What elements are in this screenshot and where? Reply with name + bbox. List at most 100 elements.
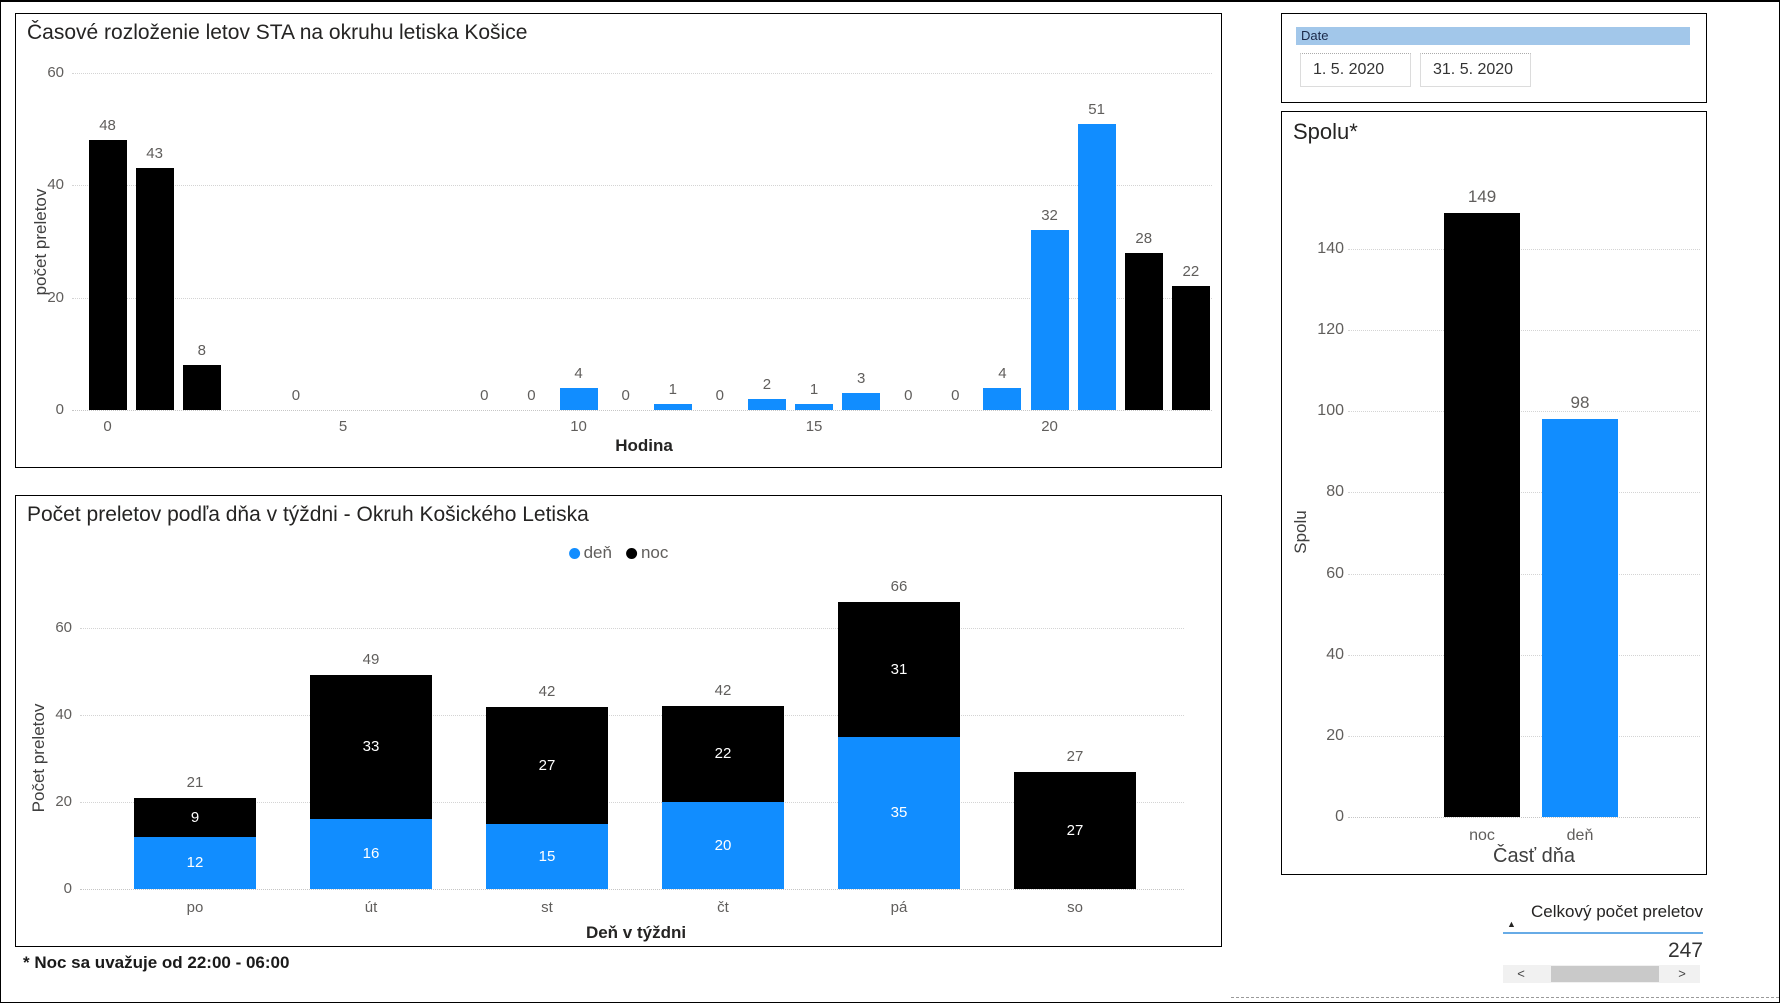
bar-hour-1[interactable]	[135, 168, 174, 410]
y-tick-label: 100	[1317, 402, 1344, 420]
bar-hour-15[interactable]	[795, 404, 834, 410]
date-slicer-header: Date	[1296, 27, 1690, 45]
bar-value-label: 3	[856, 370, 866, 387]
x-tick-label: čt	[717, 899, 729, 916]
bar-hour-23[interactable]	[1171, 286, 1210, 410]
bar-hour-22[interactable]	[1124, 253, 1163, 410]
x-tick-label: so	[1067, 899, 1083, 916]
bar-noc-pá[interactable]	[838, 602, 960, 737]
bar-noc-út[interactable]	[310, 675, 432, 819]
x-tick-label: po	[186, 899, 204, 916]
scroll-left-icon[interactable]: <	[1517, 966, 1525, 981]
weekday-x-axis-title: Deň v týždni	[585, 923, 687, 942]
hourly-chart-panel: Časové rozloženie letov STA na okruhu le…	[15, 13, 1222, 468]
bar-value-label: 43	[146, 145, 163, 162]
x-tick-label: 20	[1041, 418, 1058, 435]
bar-noc-label: 27	[1066, 821, 1084, 839]
bar-hour-2[interactable]	[182, 365, 221, 410]
legend-item-den[interactable]: deň	[568, 543, 612, 563]
y-tick-label: 20	[1326, 726, 1344, 744]
grid-line	[1348, 654, 1700, 656]
bar-value-label: 0	[527, 387, 536, 404]
grid-line	[1348, 411, 1700, 413]
x-tick-label: pá	[890, 899, 908, 916]
legend-label-den: deň	[583, 543, 612, 562]
bar-den-čt[interactable]	[662, 802, 784, 889]
y-tick-label: 20	[55, 793, 72, 810]
y-tick-label: 60	[47, 63, 64, 81]
bar-noc-label: 27	[538, 756, 556, 774]
end-date-input[interactable]: 31. 5. 2020	[1420, 53, 1531, 87]
bar-noc-label: 9	[190, 808, 200, 826]
y-tick-label: 60	[55, 619, 72, 636]
bar-noc-st[interactable]	[486, 707, 608, 824]
grid-line	[72, 72, 1212, 74]
bar-value-label: 51	[1088, 101, 1105, 118]
bar-noc-čt[interactable]	[662, 706, 784, 802]
bar-value-label: 22	[1182, 263, 1200, 280]
x-tick-label: 5	[338, 418, 348, 435]
bar-hour-0[interactable]	[88, 140, 127, 410]
total-chart-panel: Spolu* Spolu Časť dňa 0 20 40 60 80 100 120 140…	[1281, 111, 1707, 875]
bar-hour-14[interactable]	[747, 399, 786, 410]
bar-total-label: 42	[714, 682, 732, 699]
bar-value-label: 1	[668, 381, 677, 398]
sort-ascending-icon[interactable]: ▲	[1507, 919, 1516, 929]
legend-label-noc: noc	[640, 543, 669, 562]
bar-deň[interactable]	[1542, 419, 1618, 817]
card-horizontal-scrollbar[interactable]: < >	[1503, 965, 1700, 983]
grid-line	[72, 297, 1212, 299]
bar-value-label: 4	[574, 365, 583, 382]
x-tick-label: 0	[103, 418, 112, 435]
bar-value-label: 32	[1041, 207, 1058, 224]
y-tick-label: 60	[1326, 564, 1344, 582]
y-tick-label: 40	[1326, 645, 1344, 663]
bar-den-label: 15	[538, 847, 556, 865]
bar-den-út[interactable]	[310, 819, 432, 889]
bar-den-label: 16	[362, 845, 380, 862]
bar-hour-10[interactable]	[559, 388, 598, 410]
bar-den-label: 35	[890, 804, 908, 821]
x-tick-label: 10	[570, 418, 587, 435]
bar-noc-so[interactable]	[1014, 772, 1136, 889]
bar-value-label: 8	[197, 342, 206, 359]
grid-line	[72, 185, 1212, 187]
bar-den-st[interactable]	[486, 824, 608, 889]
scroll-right-icon[interactable]: >	[1678, 966, 1686, 981]
bar-noc-po[interactable]	[134, 798, 256, 837]
total-x-axis-title: Časť dňa	[1493, 845, 1575, 867]
grid-line	[80, 802, 1184, 803]
y-tick-label: 0	[1335, 808, 1344, 825]
bar-hour-16[interactable]	[842, 393, 881, 410]
start-date-input[interactable]: 1. 5. 2020	[1300, 53, 1411, 87]
bar-value-label: 98	[1570, 393, 1590, 412]
grid-line	[80, 889, 1184, 890]
bar-den-po[interactable]	[134, 837, 256, 889]
noc-legend-dot-icon	[625, 547, 637, 559]
bar-value-label: 48	[99, 117, 116, 134]
bar-value-label: 0	[480, 387, 489, 404]
bar-hour-20[interactable]	[1030, 230, 1069, 410]
legend-item-noc[interactable]: noc	[625, 543, 669, 563]
bar-value-label: 0	[621, 387, 630, 404]
bar-value-label: 0	[951, 387, 960, 404]
bar-value-label: 0	[715, 387, 725, 404]
bar-value-label: 28	[1135, 230, 1153, 247]
den-legend-dot-icon	[568, 547, 580, 559]
scrollbar-thumb[interactable]	[1551, 966, 1659, 982]
bar-noc[interactable]	[1444, 213, 1520, 817]
bar-total-label: 49	[362, 651, 380, 668]
total-card-header: Celkový počet preletov	[1531, 902, 1703, 921]
y-tick-label: 40	[55, 706, 72, 723]
bar-den-pá[interactable]	[838, 737, 960, 889]
y-tick-label: 0	[55, 401, 64, 418]
bar-hour-12[interactable]	[653, 404, 692, 410]
bar-value-label: 149	[1467, 187, 1497, 206]
grid-line	[1348, 330, 1700, 332]
total-chart-title: Spolu*	[1293, 119, 1358, 144]
hourly-x-axis-title: Hodina	[615, 436, 673, 455]
y-tick-label: 120	[1317, 321, 1344, 339]
bar-hour-21[interactable]	[1077, 124, 1116, 410]
bar-hour-19[interactable]	[983, 388, 1022, 410]
